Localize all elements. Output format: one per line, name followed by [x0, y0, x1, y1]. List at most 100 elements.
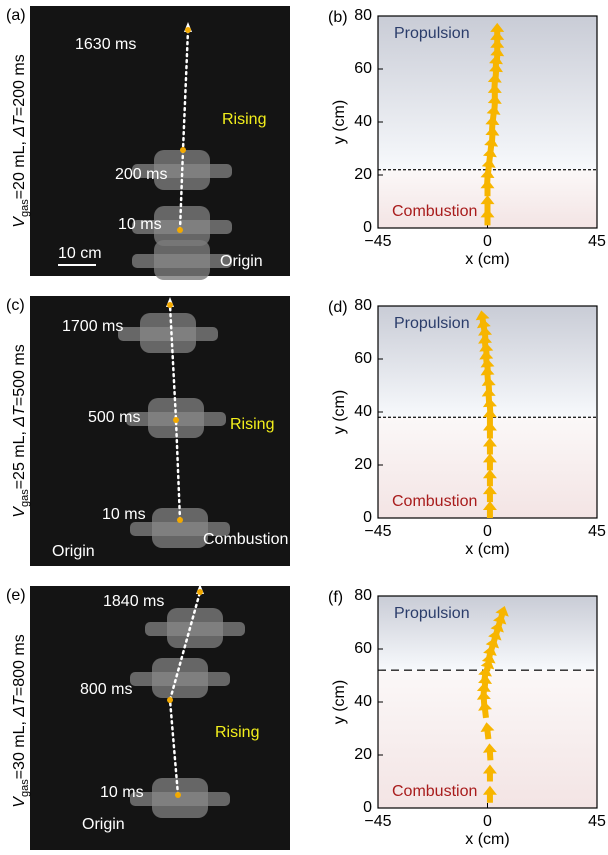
combustion-label: Combustion [392, 203, 477, 220]
robot-wing [130, 522, 230, 536]
arrow [482, 501, 497, 519]
y-tick-label: 60 [354, 60, 372, 77]
rising-label: Rising [215, 724, 259, 741]
condition-part: =800 ms [11, 634, 28, 696]
arrow [475, 310, 490, 328]
x-tick-label: 0 [483, 523, 492, 540]
condition-part: ΔT [11, 115, 28, 138]
y-axis-label: y (cm) [331, 390, 348, 434]
condition-part: =30 mL, [11, 717, 28, 780]
combustion-label: Combustion [392, 493, 477, 510]
time-label: 1630 ms [75, 36, 136, 53]
arrow [482, 764, 497, 782]
origin-label: Origin [82, 816, 125, 833]
condition-part: V [11, 506, 28, 518]
condition-part: ΔT [11, 695, 28, 718]
condition-label: Vgas=20 mL, ΔT=200 ms [11, 54, 31, 227]
arrow [487, 83, 502, 101]
arrow [495, 605, 509, 624]
rising-label: Rising [230, 416, 274, 433]
condition-part: gas [19, 489, 31, 507]
condition-part: =25 mL, [11, 427, 28, 490]
y-axis-label: y (cm) [331, 100, 348, 144]
robot-wing [145, 622, 245, 636]
marker-dot [197, 589, 203, 595]
combustion-label: Combustion [203, 531, 288, 548]
arrow [482, 408, 497, 426]
arrow [482, 485, 497, 503]
time-label: 10 ms [100, 784, 144, 801]
condition-part: gas [19, 779, 31, 797]
arrow [487, 94, 502, 112]
x-axis-label: x (cm) [465, 251, 509, 268]
y-tick-label: 0 [363, 799, 372, 816]
condition-part: ΔT [11, 405, 28, 428]
robot-wing [132, 220, 232, 234]
marker-dot [175, 792, 181, 798]
marker-dot [185, 27, 191, 33]
condition-label: Vgas=25 mL, ΔT=500 ms [11, 344, 31, 517]
marker-dot [167, 302, 173, 308]
trajectory [168, 303, 182, 522]
y-tick-label: 20 [354, 166, 372, 183]
arrow [482, 743, 497, 761]
propulsion-label: Propulsion [394, 25, 470, 42]
x-tick-label: 0 [483, 813, 492, 830]
condition-part: V [11, 796, 28, 808]
panel-label: (d) [328, 299, 348, 316]
y-tick-label: 0 [363, 509, 372, 526]
arrow [480, 208, 495, 226]
time-label: 1700 ms [62, 318, 123, 335]
panel-label: (b) [328, 9, 348, 26]
combustion-label: Combustion [392, 783, 477, 800]
y-tick-label: 20 [354, 456, 372, 473]
arrow [481, 376, 496, 394]
arrow [485, 115, 500, 133]
robot-wing [132, 254, 232, 268]
time-label: 200 ms [115, 166, 167, 183]
marker-dot [177, 517, 183, 523]
propulsion-label: Propulsion [394, 315, 470, 332]
arrow [480, 179, 495, 197]
robot-wing [118, 327, 218, 341]
x-tick-label: −45 [364, 233, 391, 250]
scale-label: 10 cm [58, 245, 102, 262]
propulsion-label: Propulsion [394, 605, 470, 622]
marker-dot [177, 227, 183, 233]
marker-dot [173, 417, 179, 423]
time-label: 800 ms [80, 681, 132, 698]
panel-label: (c) [6, 297, 25, 314]
x-tick-label: 45 [588, 233, 606, 250]
robot-wing [130, 672, 230, 686]
arrow [482, 469, 497, 487]
arrow [482, 397, 497, 415]
y-tick-label: 40 [354, 113, 372, 130]
marker-dot [180, 147, 186, 153]
y-tick-label: 60 [354, 350, 372, 367]
arrow [482, 453, 497, 471]
x-tick-label: 45 [588, 523, 606, 540]
arrow [490, 22, 505, 40]
rising-label: Rising [222, 111, 266, 128]
x-tick-label: 0 [483, 233, 492, 250]
y-tick-label: 20 [354, 746, 372, 763]
arrow [480, 168, 495, 186]
origin-label: Origin [220, 253, 263, 270]
x-axis-label: x (cm) [465, 541, 509, 558]
time-label: 1840 ms [103, 593, 164, 610]
origin-label: Origin [52, 543, 95, 560]
y-tick-label: 60 [354, 640, 372, 657]
condition-part: gas [19, 199, 31, 217]
panel-label: (e) [6, 587, 26, 604]
arrow [482, 421, 497, 439]
condition-part: =500 ms [11, 344, 28, 406]
arrow [480, 195, 495, 213]
y-tick-label: 80 [354, 587, 372, 604]
arrow [481, 387, 496, 405]
robot-wing [130, 792, 230, 806]
y-tick-label: 40 [354, 693, 372, 710]
arrow [482, 437, 497, 455]
time-label: 500 ms [88, 409, 140, 426]
